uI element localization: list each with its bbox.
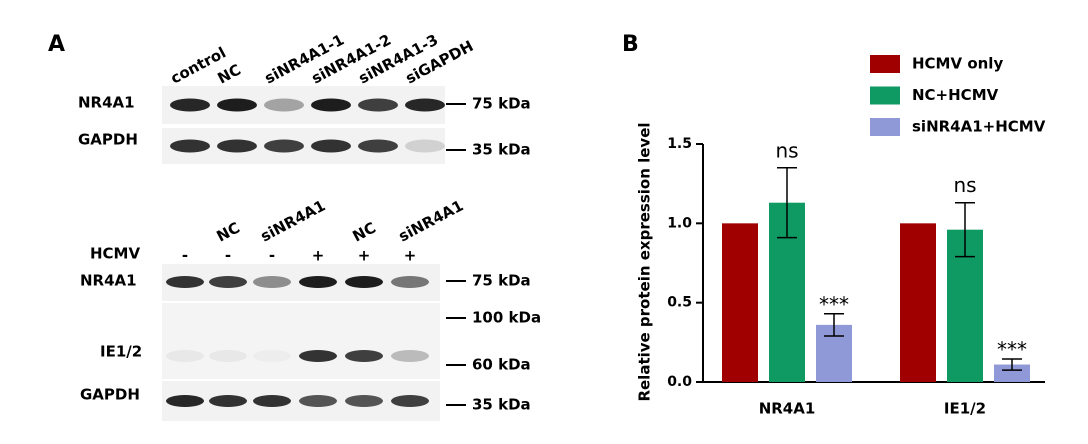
marker-label: 35 kDa [472, 141, 531, 159]
legend-swatch [870, 86, 900, 105]
y-tick-label: 1.5 [667, 136, 692, 152]
blot-band [166, 350, 204, 362]
lane-label: siNR4A1 [396, 196, 467, 245]
blot-band [311, 139, 351, 153]
row-label: NR4A1 [80, 272, 137, 290]
sign: - [182, 247, 188, 265]
legend-swatch [870, 118, 900, 136]
blot-band [253, 350, 291, 362]
significance-label: *** [997, 337, 1027, 361]
marker-label: 100 kDa [472, 309, 541, 327]
row-label: GAPDH [80, 386, 140, 404]
marker-label: 75 kDa [472, 95, 531, 113]
lane-label: siNR4A1 [258, 196, 329, 245]
blot-band [209, 395, 247, 407]
blot-strip [162, 303, 440, 379]
y-axis-label: Relative protein expression level [636, 122, 654, 401]
blot-band [358, 98, 398, 112]
blot-band [299, 395, 337, 407]
significance-label: ns [775, 138, 798, 162]
error-bar [824, 313, 844, 337]
blot-band [170, 98, 210, 112]
blot-band [209, 276, 247, 288]
marker-label: 75 kDa [472, 272, 531, 290]
bar [722, 223, 758, 382]
legend-swatch [870, 55, 900, 73]
legend-label: siNR4A1+HCMV [912, 118, 1046, 136]
blot-band [345, 395, 383, 407]
y-tick-label: 1.0 [667, 215, 692, 231]
blot-band [299, 350, 337, 362]
blot-band [166, 395, 204, 407]
row-label: GAPDH [78, 131, 138, 149]
legend-label: HCMV only [912, 55, 1003, 73]
blot-band [166, 276, 204, 288]
significance-label: *** [819, 292, 849, 316]
sign: - [225, 247, 231, 265]
marker-label: 35 kDa [472, 396, 531, 414]
blot-band [217, 98, 257, 112]
blot-band [405, 139, 445, 153]
sign: + [404, 247, 417, 265]
lane-label: NC [350, 219, 379, 246]
sign: + [358, 247, 371, 265]
blot-band [264, 98, 304, 112]
error-bar [1002, 358, 1022, 371]
blot-band [405, 98, 445, 112]
sign: - [269, 247, 275, 265]
error-bar [955, 201, 975, 258]
panel-label: B [622, 32, 639, 57]
legend-label: NC+HCMV [912, 86, 999, 104]
error-bar [777, 167, 797, 239]
bar [994, 364, 1030, 382]
blot-band [209, 350, 247, 362]
sign: + [312, 247, 325, 265]
blot-band [345, 276, 383, 288]
blot-band [253, 276, 291, 288]
panel-label: A [48, 32, 65, 57]
treatment-label: HCMV [90, 245, 140, 263]
x-tick-label: NR4A1 [759, 400, 816, 418]
blot-band [358, 139, 398, 153]
blot-band [391, 395, 429, 407]
blot-band [170, 139, 210, 153]
blot-band [391, 350, 429, 362]
lane-label: NC [214, 219, 243, 246]
x-tick-label: IE1/2 [944, 400, 986, 418]
bar [900, 223, 936, 382]
y-tick-label: 0.0 [667, 374, 692, 390]
y-tick-label: 0.5 [667, 295, 692, 311]
blot-band [253, 395, 291, 407]
significance-label: ns [953, 173, 976, 197]
row-label: NR4A1 [78, 94, 135, 112]
blot-band [217, 139, 257, 153]
blot-band [264, 139, 304, 153]
marker-label: 60 kDa [472, 356, 531, 374]
blot-band [345, 350, 383, 362]
blot-band [299, 276, 337, 288]
row-label: IE1/2 [100, 343, 142, 361]
blot-band [391, 276, 429, 288]
blot-band [311, 98, 351, 112]
